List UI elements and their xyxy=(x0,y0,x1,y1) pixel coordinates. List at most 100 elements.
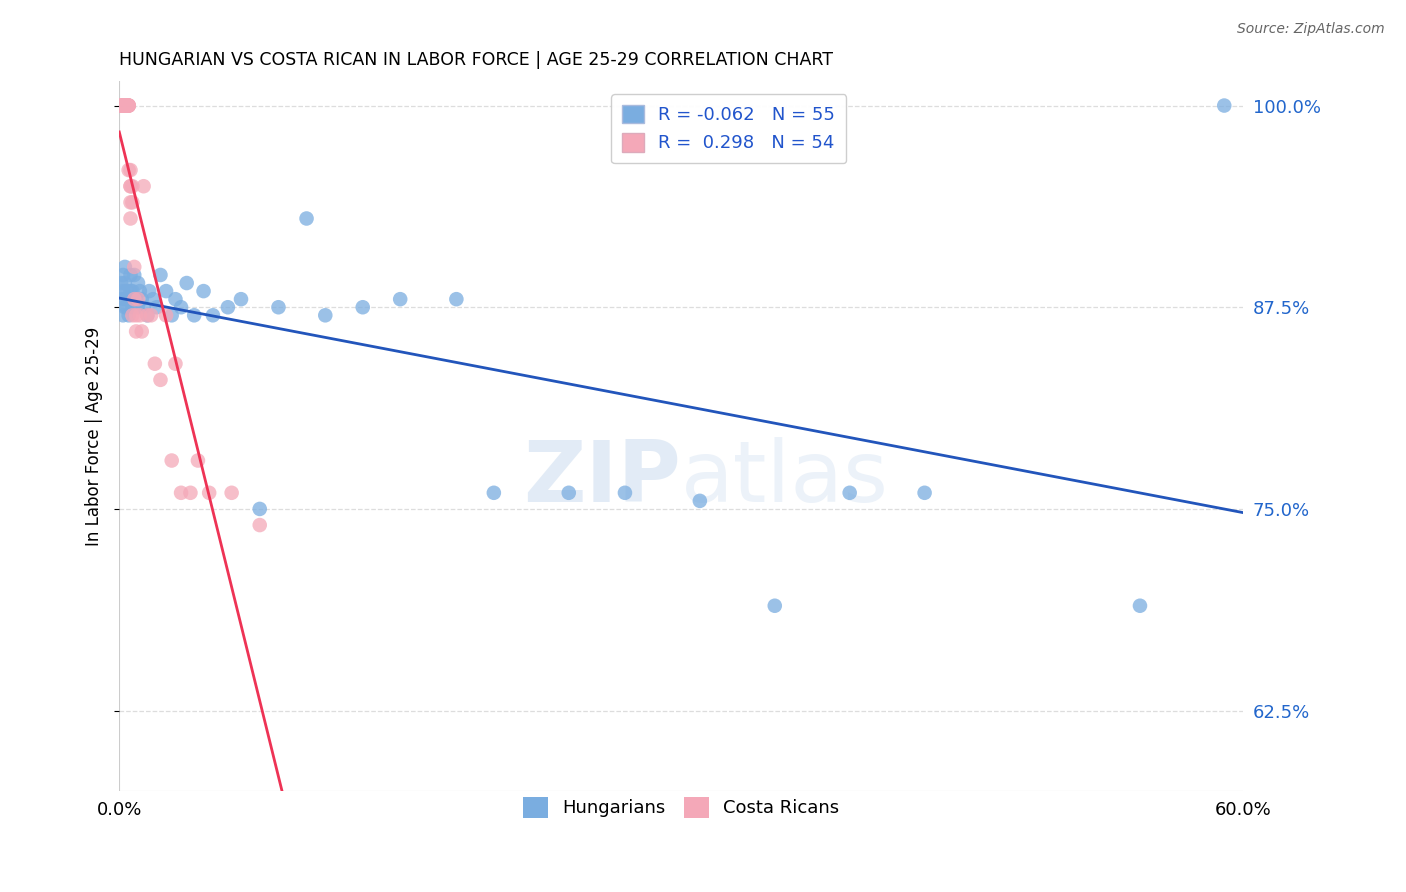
Point xyxy=(114,300,136,314)
Point xyxy=(139,308,162,322)
Point xyxy=(115,284,138,298)
Point xyxy=(115,98,138,112)
Point xyxy=(117,292,139,306)
Point xyxy=(149,373,172,387)
Point xyxy=(201,308,224,322)
Point xyxy=(120,211,142,226)
Point xyxy=(389,292,412,306)
Point xyxy=(115,300,138,314)
Point xyxy=(125,308,148,322)
Point xyxy=(165,292,187,306)
Text: atlas: atlas xyxy=(681,437,889,520)
Point xyxy=(217,300,239,314)
Point xyxy=(160,453,183,467)
Point xyxy=(838,485,860,500)
Point xyxy=(117,308,139,322)
Point xyxy=(482,485,505,500)
Point xyxy=(295,211,318,226)
Point xyxy=(127,300,149,314)
Point xyxy=(132,179,155,194)
Point xyxy=(187,453,209,467)
Point xyxy=(267,300,290,314)
Point xyxy=(914,485,936,500)
Point xyxy=(170,300,193,314)
Point xyxy=(122,292,145,306)
Point xyxy=(132,300,155,314)
Point xyxy=(155,308,177,322)
Legend: Hungarians, Costa Ricans: Hungarians, Costa Ricans xyxy=(516,789,846,825)
Point xyxy=(145,300,167,314)
Point xyxy=(249,518,271,533)
Point xyxy=(110,276,132,290)
Point xyxy=(128,284,150,298)
Point xyxy=(558,485,581,500)
Point xyxy=(115,98,138,112)
Point xyxy=(446,292,468,306)
Point xyxy=(689,494,711,508)
Point xyxy=(120,163,142,178)
Point xyxy=(179,485,201,500)
Point xyxy=(143,357,166,371)
Point xyxy=(229,292,252,306)
Point xyxy=(120,268,142,282)
Point xyxy=(111,98,134,112)
Point xyxy=(117,98,139,112)
Point xyxy=(352,300,374,314)
Point xyxy=(110,292,132,306)
Point xyxy=(127,276,149,290)
Point xyxy=(114,98,136,112)
Point xyxy=(122,268,145,282)
Point xyxy=(183,308,205,322)
Point xyxy=(117,163,139,178)
Point xyxy=(115,98,138,112)
Point xyxy=(160,308,183,322)
Point xyxy=(136,308,159,322)
Point xyxy=(176,276,198,290)
Point xyxy=(111,268,134,282)
Point xyxy=(121,308,143,322)
Point xyxy=(127,292,149,306)
Point xyxy=(249,502,271,516)
Point xyxy=(131,325,153,339)
Point xyxy=(114,98,136,112)
Point xyxy=(120,284,142,298)
Point xyxy=(198,485,221,500)
Point xyxy=(155,284,177,298)
Point xyxy=(165,357,187,371)
Point xyxy=(117,98,139,112)
Point xyxy=(115,98,138,112)
Point xyxy=(114,260,136,274)
Point xyxy=(114,276,136,290)
Point xyxy=(117,98,139,112)
Point xyxy=(1213,98,1236,112)
Point xyxy=(763,599,786,613)
Point xyxy=(117,98,139,112)
Point xyxy=(114,98,136,112)
Point xyxy=(125,325,148,339)
Point xyxy=(121,179,143,194)
Point xyxy=(121,195,143,210)
Point xyxy=(125,292,148,306)
Point xyxy=(114,292,136,306)
Y-axis label: In Labor Force | Age 25-29: In Labor Force | Age 25-29 xyxy=(86,326,103,546)
Point xyxy=(120,179,142,194)
Point xyxy=(114,98,136,112)
Point xyxy=(128,308,150,322)
Point xyxy=(122,260,145,274)
Point xyxy=(314,308,336,322)
Point xyxy=(121,284,143,298)
Point xyxy=(111,98,134,112)
Point xyxy=(111,98,134,112)
Text: ZIP: ZIP xyxy=(523,437,681,520)
Point xyxy=(613,485,636,500)
Point xyxy=(111,308,134,322)
Point xyxy=(136,308,159,322)
Point xyxy=(170,485,193,500)
Point xyxy=(149,268,172,282)
Point xyxy=(115,98,138,112)
Point xyxy=(120,195,142,210)
Point xyxy=(111,98,134,112)
Point xyxy=(1129,599,1152,613)
Point xyxy=(115,98,138,112)
Point xyxy=(131,292,153,306)
